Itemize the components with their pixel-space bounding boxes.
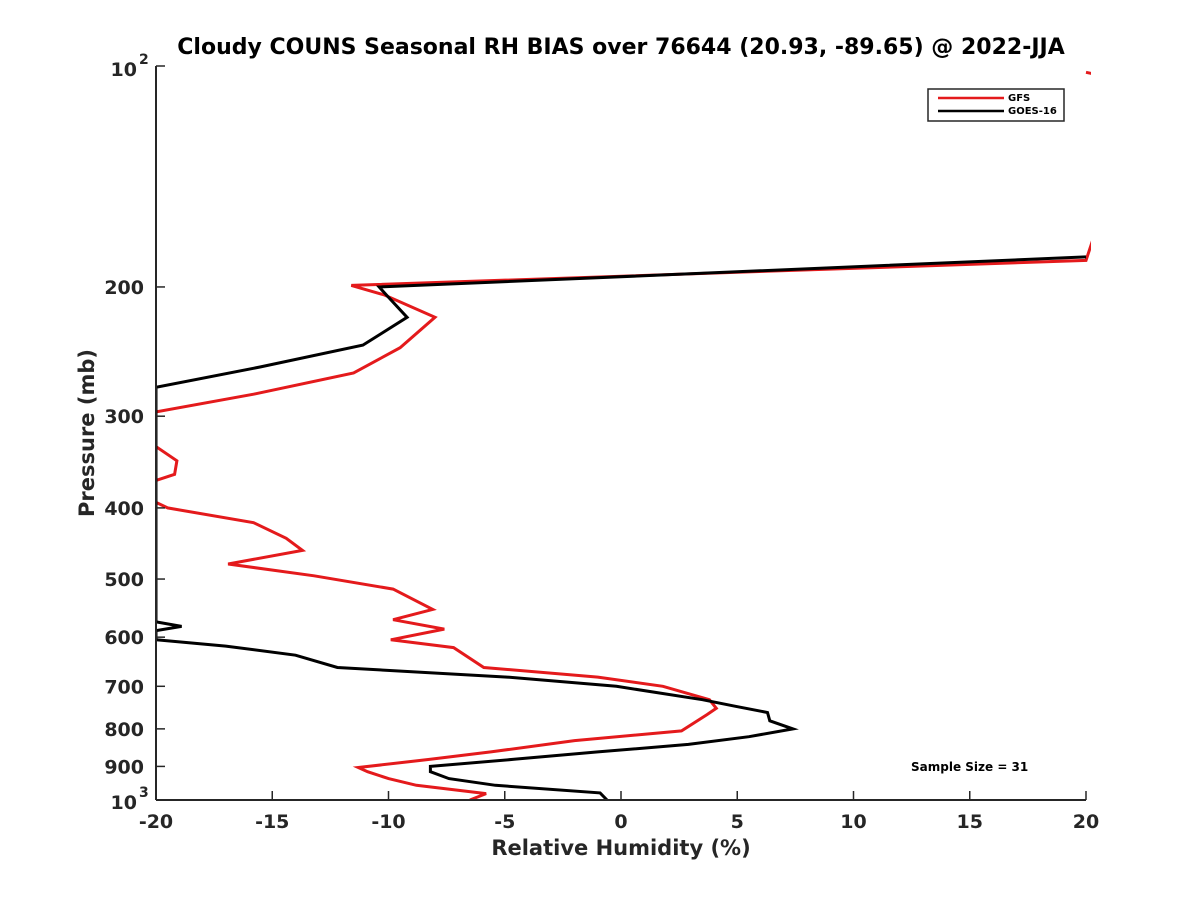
x-tick-label: 20: [1073, 811, 1099, 833]
x-tick-label: 15: [957, 811, 983, 833]
x-ticks: -20 -15 -10 -5 0 5 10 15 20: [139, 791, 1099, 833]
y-tick-label: 700: [104, 676, 144, 698]
y-tick-label: 300: [104, 406, 144, 428]
series-line-gfs: [156, 70, 1091, 800]
x-tick-label: 10: [840, 811, 866, 833]
legend-gfs-label: GFS: [1008, 93, 1030, 104]
y-axis-label: Pressure (mb): [75, 349, 99, 517]
y-tick-label: 200: [104, 277, 144, 299]
y-tick-label: 900: [104, 756, 144, 778]
sample-size-annotation: Sample Size = 31: [911, 760, 1028, 774]
x-tick-label: 5: [731, 811, 744, 833]
series-line-goes-16: [156, 255, 1087, 800]
legend-box: [927, 88, 1065, 122]
x-axis-label: Relative Humidity (%): [491, 836, 750, 860]
plot-area: [156, 66, 1086, 800]
y-top-label: 10 2: [111, 52, 149, 81]
x-tick-label: -15: [255, 811, 289, 833]
y-ticks: 200 300 400 500 600 700 800 900: [104, 65, 165, 801]
y-bottom-label-base: 10: [111, 792, 137, 814]
y-top-label-base: 10: [111, 59, 137, 81]
x-tick-label: -20: [139, 811, 173, 833]
y-top-label-exp: 2: [139, 52, 149, 68]
y-tick-label: 800: [104, 719, 144, 741]
chart-title: Cloudy COUNS Seasonal RH BIAS over 76644…: [177, 35, 1064, 60]
y-bottom-label-exp: 3: [139, 785, 149, 801]
y-tick-label: 600: [104, 627, 144, 649]
legend: GFS GOES-16: [927, 88, 1065, 122]
x-tick-label: -10: [371, 811, 405, 833]
y-tick-label: 400: [104, 498, 144, 520]
y-bottom-label: 10 3: [111, 785, 149, 814]
x-tick-label: -5: [494, 811, 515, 833]
x-tick-label: 0: [614, 811, 627, 833]
y-tick-label: 500: [104, 569, 144, 591]
series-layer: [156, 70, 1091, 800]
legend-goes-label: GOES-16: [1008, 106, 1057, 117]
